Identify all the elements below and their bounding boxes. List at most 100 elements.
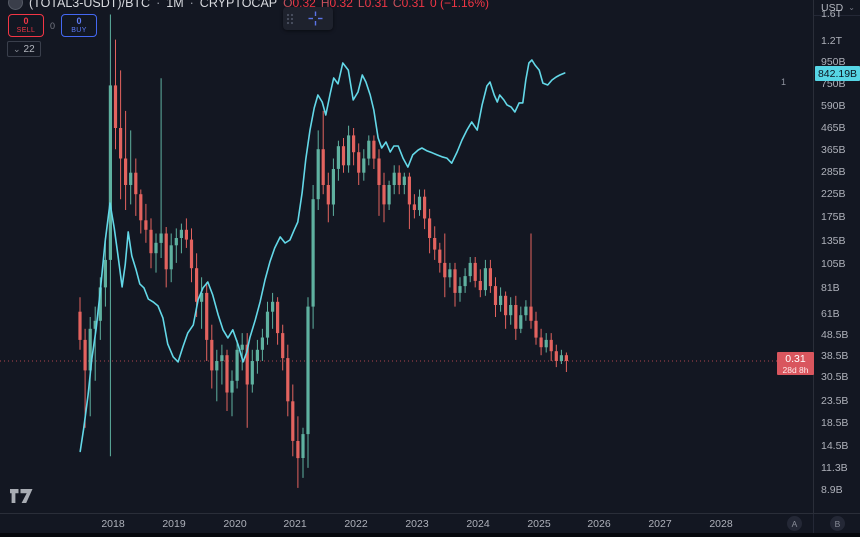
candle-body xyxy=(362,158,366,173)
candle-body xyxy=(453,269,457,293)
buy-button[interactable]: 0 BUY xyxy=(61,14,98,37)
candle-body xyxy=(93,320,97,329)
price-tick: 105B xyxy=(821,258,846,270)
candle-body xyxy=(357,152,361,173)
candle-body xyxy=(184,229,188,240)
price-tick: 14.5B xyxy=(821,440,849,452)
year-tick[interactable]: 2028 xyxy=(709,518,733,530)
year-tick[interactable]: 2022 xyxy=(344,518,368,530)
candle-body xyxy=(397,172,401,185)
chart-pane[interactable]: (TOTAL3-USDT)/BTC · 1M · CRYPTOCAP O0.32… xyxy=(0,0,814,513)
candle-body xyxy=(407,176,411,205)
candle-body xyxy=(286,358,290,402)
compare-line-series xyxy=(79,59,566,453)
price-scale-series-marker: 1 xyxy=(781,77,787,87)
candle-body xyxy=(250,361,254,385)
candle-body xyxy=(493,286,498,305)
year-tick[interactable]: 2027 xyxy=(648,518,672,530)
candle-body xyxy=(478,281,482,291)
year-tick[interactable]: 2019 xyxy=(162,518,186,530)
price-tick: 225B xyxy=(821,188,846,200)
symbol-logo-icon xyxy=(8,0,23,10)
price-scale-b-button[interactable]: B xyxy=(830,516,845,531)
price-tick: 48.5B xyxy=(821,329,849,341)
candle-body xyxy=(519,315,523,329)
candle-body xyxy=(341,146,346,166)
sell-button[interactable]: 0 SELL xyxy=(8,14,44,37)
candle-body xyxy=(488,268,492,287)
legend-collapse-count: 22 xyxy=(23,43,35,55)
candle-body xyxy=(144,220,148,230)
candle-body xyxy=(200,292,204,302)
window-bottom-strip xyxy=(0,533,860,537)
candle-body xyxy=(539,337,543,348)
open-value: 0.32 xyxy=(292,0,316,10)
candle-body xyxy=(215,361,219,371)
candle-body xyxy=(301,434,305,458)
year-tick[interactable]: 2025 xyxy=(527,518,551,530)
candlestick-chart-canvas[interactable] xyxy=(0,0,813,513)
candle-body xyxy=(245,344,249,385)
candle-body xyxy=(443,262,447,278)
candle-body xyxy=(549,339,553,352)
high-value: 0.32 xyxy=(329,0,353,10)
price-tick: 30.5B xyxy=(821,371,849,383)
sell-label: SELL xyxy=(16,27,36,34)
candle-body xyxy=(139,194,143,221)
drag-handle-icon[interactable] xyxy=(283,13,297,25)
price-tick: 750B xyxy=(821,78,846,90)
crosshair-tool-button[interactable] xyxy=(297,11,333,26)
candle-body xyxy=(483,268,487,291)
candle-body xyxy=(438,249,442,263)
price-axis[interactable]: USD ⌄ 1.6T 1.2T 950B 750B 590B 465B 365B 285B 22… xyxy=(813,0,860,513)
legend-separator: · xyxy=(156,0,161,10)
candle-body xyxy=(271,301,275,312)
tradingview-logo[interactable] xyxy=(10,489,33,508)
candle-body xyxy=(417,196,422,211)
time-axis[interactable]: 2018 2019 2020 2021 2022 2023 2024 2025 2026 2027… xyxy=(0,513,860,534)
price-scale-a-button[interactable]: A xyxy=(787,516,802,531)
candle-body xyxy=(276,301,280,334)
legend-collapse-toggle[interactable]: ⌄ 22 xyxy=(7,41,41,57)
tradingview-logo-icon xyxy=(10,489,33,503)
price-tick: 135B xyxy=(821,235,846,247)
year-tick[interactable]: 2020 xyxy=(223,518,247,530)
candle-body xyxy=(205,292,209,340)
current-price-value: 0.31 xyxy=(785,353,806,365)
candle-body xyxy=(554,351,558,361)
crosshair-icon xyxy=(308,11,322,26)
symbol-legend[interactable]: (TOTAL3-USDT)/BTC · 1M · CRYPTOCAP O0.32… xyxy=(8,0,489,10)
price-tick: 8.9B xyxy=(821,484,843,496)
candle-body xyxy=(265,311,270,338)
candle-body xyxy=(78,311,82,340)
candle-body xyxy=(509,305,513,316)
candle-body xyxy=(159,233,163,243)
candle-body xyxy=(412,204,416,210)
price-tick: 1.2T xyxy=(821,35,843,47)
floating-drawing-toolbar[interactable] xyxy=(283,7,333,30)
year-tick[interactable]: 2021 xyxy=(283,518,307,530)
candle-body xyxy=(326,185,330,205)
currency-selector[interactable]: USD ⌄ xyxy=(814,0,860,16)
candle-body xyxy=(119,128,123,159)
year-tick[interactable]: 2018 xyxy=(101,518,125,530)
candle-body xyxy=(367,140,371,159)
symbol-name[interactable]: (TOTAL3-USDT)/BTC xyxy=(29,0,151,10)
candle-body xyxy=(448,269,452,278)
candle-body xyxy=(504,295,508,316)
candle-body xyxy=(428,218,432,238)
candle-body xyxy=(423,196,427,219)
candle-body xyxy=(174,238,178,246)
candle-body xyxy=(524,306,528,316)
axis-separator xyxy=(813,514,814,534)
price-tick: 81B xyxy=(821,282,840,294)
year-tick[interactable]: 2023 xyxy=(405,518,429,530)
year-tick[interactable]: 2024 xyxy=(466,518,490,530)
candle-body xyxy=(387,185,391,205)
candle-body xyxy=(392,172,396,185)
year-tick[interactable]: 2026 xyxy=(587,518,611,530)
candle-body xyxy=(83,339,87,371)
interval-label[interactable]: 1M xyxy=(166,0,184,10)
candle-body xyxy=(154,242,158,254)
candle-body xyxy=(260,337,264,350)
